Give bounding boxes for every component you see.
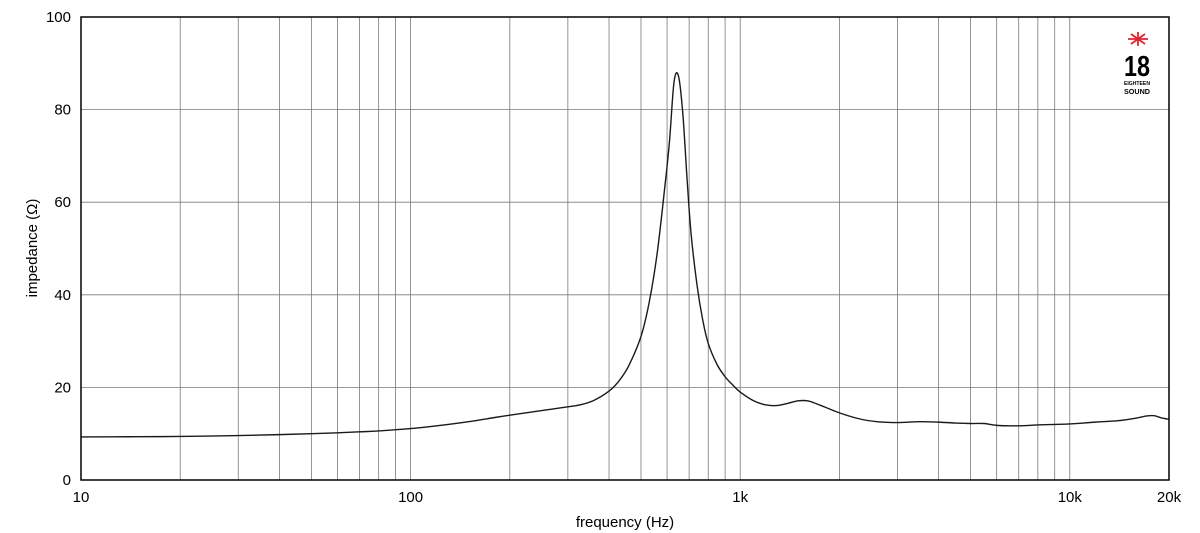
y-tick-label: 60 (54, 194, 71, 211)
y-axis-label: impedance (Ω) (24, 199, 41, 298)
x-tick-label: 100 (398, 489, 423, 506)
grid-layer (81, 17, 1169, 480)
logo-number: 18 (1124, 51, 1150, 83)
y-tick-label: 100 (46, 9, 71, 26)
tick-layer: 10 100 1k 10k 20k 0 20 40 60 80 100 (46, 9, 1182, 506)
series-layer (80, 72, 1170, 438)
brand-logo: 18 EIGHTEEN SOUND (1124, 32, 1151, 96)
star-icon (1128, 32, 1148, 46)
x-tick-label: 20k (1157, 489, 1182, 506)
y-tick-label: 0 (63, 472, 71, 489)
y-tick-label: 80 (54, 102, 71, 119)
y-tick-label: 20 (54, 379, 71, 396)
logo-line1: EIGHTEEN (1124, 81, 1150, 87)
plot-frame (80, 16, 1170, 481)
x-tick-label: 10k (1058, 489, 1083, 506)
x-tick-label: 1k (732, 489, 748, 506)
x-axis-label: frequency (Hz) (576, 514, 674, 531)
impedance-series-line (80, 72, 1170, 438)
x-tick-label: 10 (73, 489, 90, 506)
logo-line2: SOUND (1124, 87, 1151, 96)
y-tick-label: 40 (54, 287, 71, 304)
